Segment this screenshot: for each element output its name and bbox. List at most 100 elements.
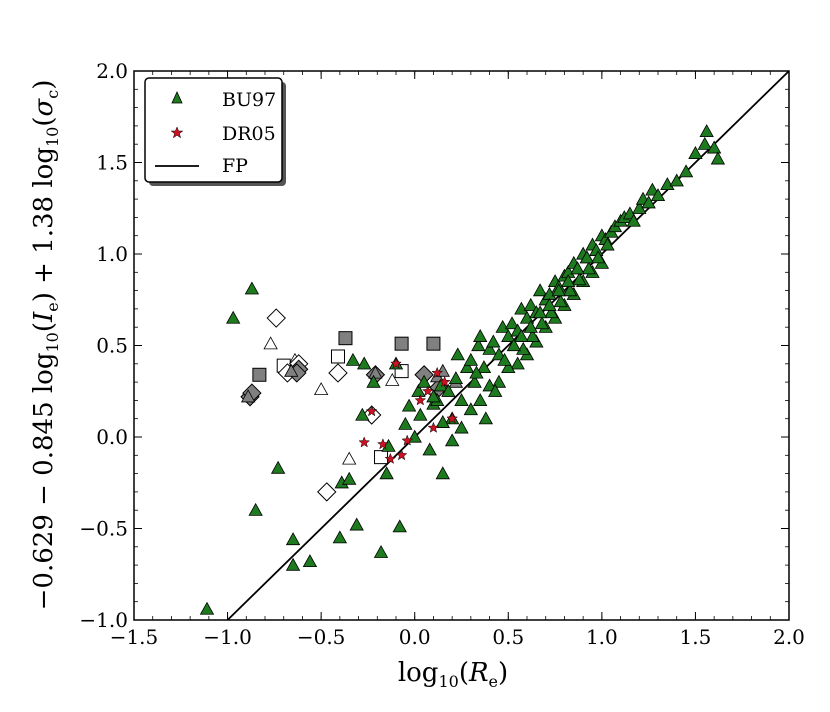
data-point-triangle (373, 544, 389, 558)
x-tick-label: 1.5 (680, 625, 712, 649)
x-tick-label: 0.0 (399, 625, 431, 649)
data-point-triangle (379, 466, 394, 480)
data-point-triangle (482, 378, 497, 392)
data-point-triangle (199, 601, 215, 615)
data-point-triangle (495, 319, 510, 333)
data-point-triangle (422, 442, 437, 456)
legend: BU97 DR05 FP (144, 77, 286, 186)
legend-label-fp: FP (222, 155, 248, 177)
x-tick-label: −0.5 (297, 625, 346, 649)
data-point-triangle (491, 347, 507, 361)
data-point-triangle (532, 305, 548, 319)
data-point-star (377, 438, 389, 450)
data-point-triangle (669, 173, 684, 187)
data-point-triangle (699, 124, 714, 137)
data-point-triangle (248, 502, 263, 516)
data-point-triangle (581, 261, 596, 275)
data-point-triangle (579, 250, 595, 264)
data-point-triangle (433, 378, 449, 392)
data-point-triangle (478, 411, 494, 425)
x-tick-label: −1.5 (110, 625, 159, 649)
data-point-triangle (534, 316, 550, 330)
x-tick-label: 1.0 (586, 625, 618, 649)
legend-label-bu97: BU97 (222, 89, 276, 111)
data-point-triangle (444, 433, 460, 447)
data-point-triangle (332, 530, 348, 544)
data-markers (199, 124, 726, 615)
data-point-triangle (523, 319, 538, 333)
data-point-triangle (504, 316, 520, 330)
data-point-triangle (562, 283, 578, 297)
data-point-star (438, 375, 451, 388)
data-point-triangle (626, 213, 641, 227)
data-point-triangle-filled (284, 363, 299, 377)
y-tick-label: −0.5 (79, 517, 128, 541)
legend-box (144, 77, 283, 183)
data-point-star (414, 394, 427, 406)
y-tick-label: 2.0 (96, 59, 128, 83)
data-point-triangle (285, 557, 301, 571)
data-point-triangle (590, 250, 606, 264)
data-point-triangle-filled (240, 389, 256, 403)
data-point-triangle (392, 519, 407, 533)
data-point-triangle (467, 374, 482, 388)
data-point-triangle (650, 188, 666, 202)
data-point-star (421, 385, 434, 397)
data-point-triangle (516, 341, 531, 355)
data-point-triangle (285, 532, 301, 546)
axis-ticks (133, 70, 790, 621)
x-tick-label: 2.0 (773, 625, 805, 649)
data-point-triangle (355, 407, 370, 421)
data-point-triangle-open (263, 336, 278, 350)
data-point-triangle (688, 146, 703, 159)
data-point-triangle-open (342, 451, 357, 465)
data-point-triangle (706, 140, 722, 154)
data-point-triangle (544, 305, 559, 319)
data-point-triangle (600, 237, 615, 251)
data-point-triangle (357, 356, 372, 370)
data-point-star (395, 449, 408, 461)
data-point-star (446, 412, 459, 424)
fp-line (226, 70, 790, 621)
data-point-triangle (486, 334, 501, 348)
data-point-triangle (532, 283, 548, 297)
data-point-triangle (411, 383, 426, 397)
data-point-triangle (244, 281, 260, 295)
data-point-triangle (366, 374, 381, 388)
y-tick-label: −1.0 (79, 608, 128, 632)
data-point-triangle (660, 177, 675, 191)
data-point-square-filled (394, 336, 409, 351)
data-point-triangle (501, 360, 516, 374)
data-point-diamond-open (317, 482, 337, 502)
legend-marker-bu97 (171, 91, 183, 104)
data-point-triangle (506, 338, 522, 352)
data-point-triangle (345, 352, 361, 366)
x-tick-label: −1.0 (203, 625, 252, 649)
data-point-triangle (473, 329, 488, 342)
data-point-triangle (551, 283, 566, 297)
data-point-square-filled (338, 331, 353, 346)
data-point-triangle (572, 272, 587, 286)
data-point-triangle (473, 393, 488, 407)
x-tick-label: 0.5 (492, 625, 524, 649)
data-point-triangle (401, 398, 417, 412)
data-point-star (384, 452, 397, 464)
data-point-star (427, 421, 440, 433)
data-point-triangle (463, 352, 479, 366)
data-point-triangle (471, 338, 486, 352)
data-point-triangle (270, 460, 286, 474)
data-point-triangle (413, 407, 428, 421)
data-point-triangle (482, 341, 497, 355)
data-point-triangle (454, 393, 469, 407)
data-point-triangle (441, 383, 456, 397)
data-point-triangle (454, 420, 469, 434)
data-point-triangle (476, 360, 492, 374)
data-point-triangle (641, 195, 656, 209)
data-point-star (365, 405, 378, 417)
data-point-triangle (497, 352, 512, 366)
data-point-triangle (514, 329, 529, 342)
y-axis-label: −0.629 − 0.845 log10(Ie) + 1.38 log10(σc… (29, 80, 62, 611)
data-point-triangle (488, 383, 503, 397)
data-point-triangle (349, 517, 364, 531)
